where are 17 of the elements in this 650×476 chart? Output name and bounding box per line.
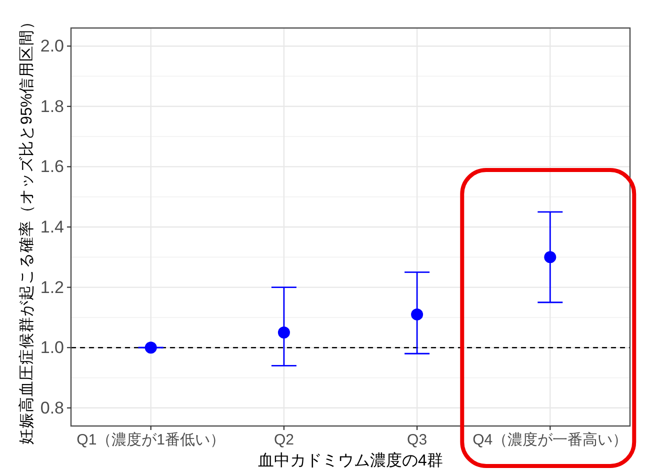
y-tick-label: 0.8	[40, 398, 64, 418]
y-axis-title: 妊娠高血圧症候群が起こる確率（オッズ比と95%信用区間）	[18, 13, 36, 445]
y-tick-label: 1.8	[40, 96, 64, 116]
y-tick-label: 1.6	[40, 157, 64, 176]
y-tick-label: 2.0	[40, 36, 64, 56]
x-axis-title: 血中カドミウム濃度の4群	[258, 452, 443, 470]
y-tick-label: 1.2	[40, 278, 64, 297]
point	[544, 251, 556, 264]
x-tick-label: Q1（濃度が1番低い）	[76, 432, 226, 448]
y-tick-label: 1.0	[40, 338, 64, 358]
x-tick-label: Q4（濃度が一番高い）	[472, 432, 628, 448]
point	[144, 342, 157, 354]
x-tick-label: Q2	[274, 432, 294, 448]
x-tick-label: Q3	[407, 432, 428, 448]
y-tick-label: 1.4	[40, 218, 64, 236]
point	[411, 308, 424, 320]
point	[278, 326, 290, 339]
